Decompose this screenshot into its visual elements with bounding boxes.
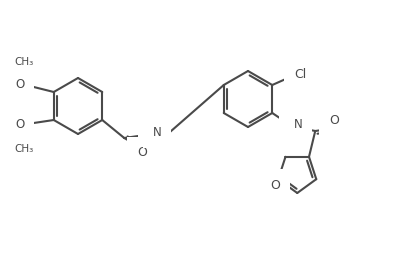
Text: O: O xyxy=(270,179,280,192)
Text: H: H xyxy=(287,124,295,134)
Text: O: O xyxy=(137,147,147,160)
Text: O: O xyxy=(329,115,339,128)
Text: CH₃: CH₃ xyxy=(14,57,33,67)
Text: H: H xyxy=(146,121,154,131)
Text: Cl: Cl xyxy=(294,68,307,81)
Text: N: N xyxy=(153,125,162,138)
Text: O: O xyxy=(15,119,24,132)
Text: O: O xyxy=(15,78,24,91)
Text: N: N xyxy=(294,118,303,131)
Text: CH₃: CH₃ xyxy=(14,144,33,154)
